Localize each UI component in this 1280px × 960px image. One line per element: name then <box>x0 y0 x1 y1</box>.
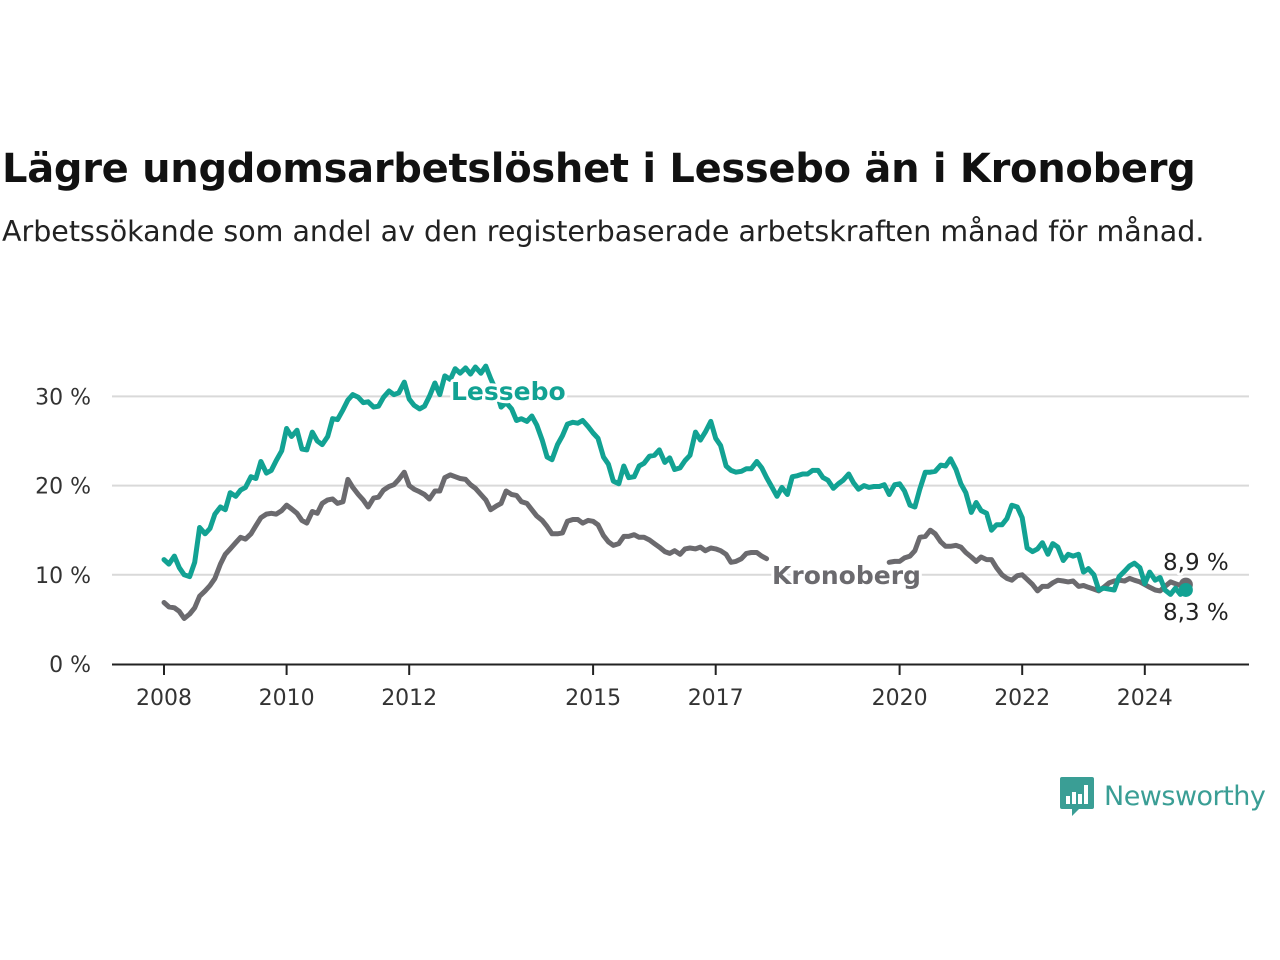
newsworthy-logo: Newsworthy <box>1059 775 1266 817</box>
series-line-kronoberg <box>161 469 1189 621</box>
end-point-lessebo <box>1178 582 1193 597</box>
series-label-lessebo: Lessebo <box>451 377 566 406</box>
x-tick-label: 2008 <box>136 686 192 711</box>
y-tick-label: 20 % <box>35 475 91 500</box>
series-label-kronoberg: Kronoberg <box>772 561 921 590</box>
x-tick-label: 2015 <box>565 686 621 711</box>
y-axis-ticks: 0 % 10 % 20 % 30 % <box>35 385 91 678</box>
newsworthy-logo-icon <box>1060 777 1094 816</box>
chart-subtitle: Arbetssökande som andel av den registerb… <box>2 215 1205 248</box>
series-lines <box>161 363 1193 621</box>
x-tick-label: 2010 <box>259 686 315 711</box>
x-tick-label: 2024 <box>1117 686 1173 711</box>
x-tick-label: 2017 <box>688 686 744 711</box>
x-axis-ticks: 2008 2010 2012 2015 2017 2020 2022 2024 <box>136 665 1173 711</box>
end-label-kronoberg: 8,9 % <box>1163 550 1229 576</box>
y-tick-label: 30 % <box>35 385 91 410</box>
grid-lines <box>112 395 1249 576</box>
x-tick-label: 2022 <box>994 686 1050 711</box>
y-tick-label: 0 % <box>49 653 91 678</box>
x-tick-label: 2020 <box>872 686 928 711</box>
x-tick-label: 2012 <box>381 686 437 711</box>
end-label-lessebo: 8,3 % <box>1163 600 1229 626</box>
y-tick-label: 10 % <box>35 564 91 589</box>
newsworthy-logo-text: Newsworthy <box>1104 780 1266 812</box>
chart-title: Lägre ungdomsarbetslöshet i Lessebo än i… <box>2 146 1196 192</box>
series-line-lessebo <box>161 363 1189 597</box>
series-labels: Lessebo Kronoberg 8,9 % 8,3 % <box>448 374 1232 629</box>
